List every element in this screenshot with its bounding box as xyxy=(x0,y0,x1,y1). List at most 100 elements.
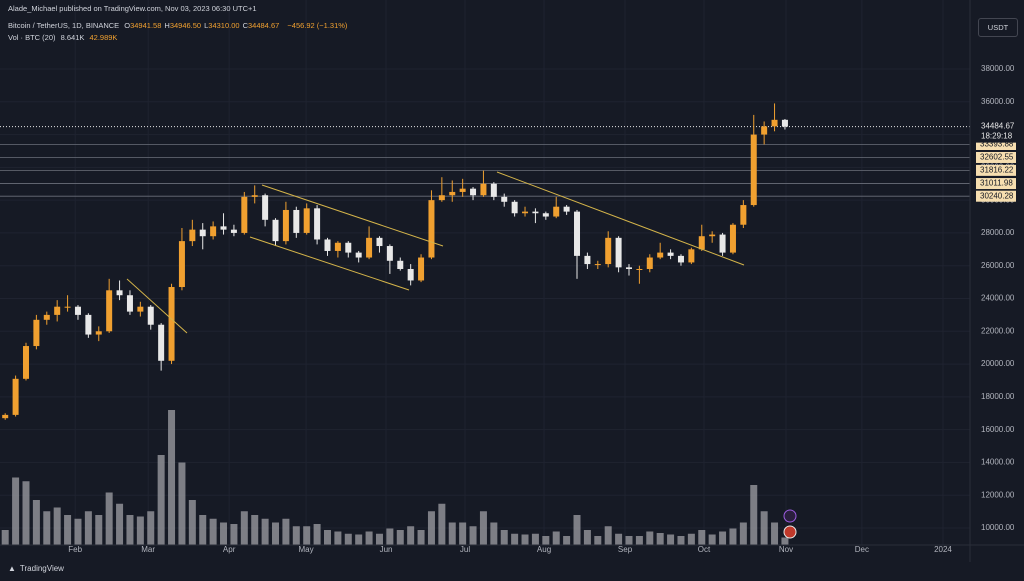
volume-bar xyxy=(521,534,529,545)
level-box xyxy=(976,164,1016,176)
symbol: Bitcoin / TetherUS, 1D, BINANCE xyxy=(8,21,120,30)
x-tick-label: Feb xyxy=(68,545,82,554)
volume-bar xyxy=(209,518,217,545)
event-icon[interactable] xyxy=(783,509,797,523)
candle-body xyxy=(574,211,581,256)
x-tick-label: Dec xyxy=(855,545,869,554)
volume-bar xyxy=(500,530,508,545)
x-tick-label: May xyxy=(299,545,314,554)
x-tick-label: 2024 xyxy=(934,545,952,554)
current-price-label: 34484.67 xyxy=(981,122,1015,131)
candle-body xyxy=(501,196,508,202)
candle-body xyxy=(709,234,716,237)
candle-body xyxy=(657,252,664,258)
volume-bar xyxy=(708,534,716,545)
x-tick-label: Apr xyxy=(223,545,236,554)
volume-bar xyxy=(386,528,394,545)
candle-body xyxy=(64,306,71,308)
candle-body xyxy=(106,290,113,332)
candle-body xyxy=(355,252,362,258)
volume-line: Vol · BTC (20) 8.641K 42.989K xyxy=(8,33,120,42)
volume-bar xyxy=(375,533,383,545)
volume-bar xyxy=(84,511,92,545)
y-tick-label: 22000.00 xyxy=(981,326,1015,335)
candle-body xyxy=(251,195,258,197)
volume-bar xyxy=(448,522,456,545)
candle-body xyxy=(210,226,217,237)
candle-body xyxy=(449,191,456,196)
candle-body xyxy=(241,196,248,233)
candle-body xyxy=(698,236,705,250)
candle-body xyxy=(74,306,81,315)
candle-body xyxy=(729,224,736,253)
ohlc-label: L xyxy=(204,21,209,30)
candle-body xyxy=(688,249,695,263)
volume-bar xyxy=(771,522,779,545)
ohlc-value: 34310.00 xyxy=(208,21,240,30)
volume-bar xyxy=(583,530,591,545)
current-price-box xyxy=(976,120,1016,143)
volume-bar xyxy=(396,530,404,545)
candle-body xyxy=(594,264,601,266)
level-label: 32602.55 xyxy=(980,153,1014,162)
candle-body xyxy=(677,255,684,263)
candle-body xyxy=(178,241,185,288)
volume-bar xyxy=(303,526,311,545)
volume-bar xyxy=(1,530,9,545)
candle-body xyxy=(605,237,612,265)
author: Alade_Michael published on TradingView.c… xyxy=(8,4,257,13)
volume-bar xyxy=(43,511,51,545)
volume-bar xyxy=(32,500,40,545)
currency-button[interactable]: USDT xyxy=(978,18,1018,37)
y-tick-label: 12000.00 xyxy=(981,490,1015,499)
y-tick-label: 14000.00 xyxy=(981,458,1015,467)
x-tick-label: Oct xyxy=(698,545,711,554)
candle-body xyxy=(126,295,133,312)
candle-body xyxy=(625,267,632,269)
level-box xyxy=(976,139,1016,151)
volume-bar xyxy=(178,462,186,545)
candle-body xyxy=(272,219,279,242)
ohlc-label: H xyxy=(164,21,170,30)
volume-bar xyxy=(272,522,280,545)
volume-bar xyxy=(417,530,425,545)
volume-bar xyxy=(604,526,612,545)
volume-bar xyxy=(230,524,238,545)
candle-body xyxy=(522,211,529,214)
trendline xyxy=(126,278,188,334)
candle-body xyxy=(397,260,404,269)
author-line: Alade_Michael published on TradingView.c… xyxy=(8,4,260,13)
y-tick-label: 28000.00 xyxy=(981,228,1015,237)
x-tick-label: Nov xyxy=(779,545,793,554)
x-tick-label: Sep xyxy=(618,545,633,554)
symbol-line: Bitcoin / TetherUS, 1D, BINANCE O34941.5… xyxy=(8,21,350,30)
volume-bar xyxy=(490,522,498,545)
level-box xyxy=(976,178,1016,190)
volume-bar xyxy=(438,503,446,545)
candle-body xyxy=(220,226,227,230)
volume-bar xyxy=(739,522,747,545)
candle-body xyxy=(771,119,778,127)
volume-bar xyxy=(313,524,321,545)
candle-body xyxy=(615,237,622,268)
level-label: 31011.98 xyxy=(980,179,1013,188)
candle-body xyxy=(95,331,102,335)
candle-body xyxy=(490,183,497,197)
countdown: 18:29:18 xyxy=(981,132,1013,141)
event-icon[interactable] xyxy=(783,525,797,539)
candle-body xyxy=(54,306,61,315)
volume-bar xyxy=(188,500,196,545)
candle-body xyxy=(542,213,549,217)
candle-body xyxy=(418,257,425,281)
candle-body xyxy=(116,290,123,296)
volume-bar xyxy=(594,536,602,545)
candle-body xyxy=(636,268,643,270)
y-tick-label: 18000.00 xyxy=(981,392,1015,401)
candle-body xyxy=(158,324,165,361)
volume-bar xyxy=(220,522,228,545)
volume-bar xyxy=(95,515,103,545)
candle-body xyxy=(740,205,747,225)
x-tick-label: Mar xyxy=(141,545,155,554)
volume-bar xyxy=(53,507,61,545)
candle-body xyxy=(324,239,331,251)
